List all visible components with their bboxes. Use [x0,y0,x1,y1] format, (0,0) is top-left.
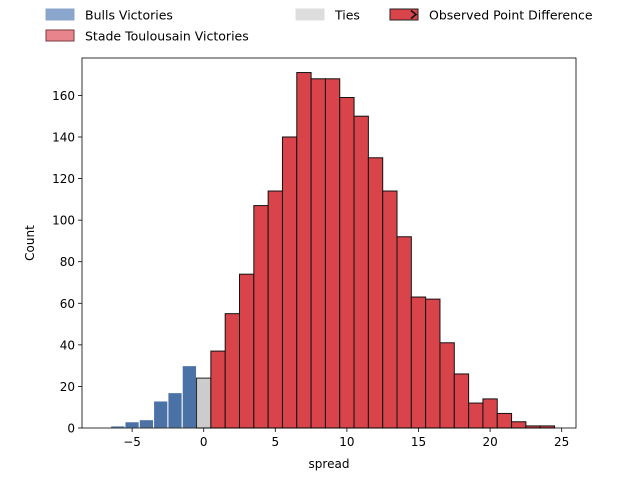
bar-stade-toulousain-victories-19 [482,398,498,429]
y-tick-label: 20 [60,380,75,394]
bar-stade-toulousain-victories-10 [353,115,369,429]
y-tick-label: 60 [60,297,75,311]
bar-bulls-victories-2 [138,419,155,429]
y-tick-label: 100 [52,214,75,228]
x-tick-label: 20 [482,435,497,449]
bar-stade-toulousain-victories-15 [425,298,441,429]
y-tick-label: 80 [60,255,75,269]
x-tick-label: 10 [339,435,354,449]
x-tick-label: 15 [411,435,426,449]
bar-stade-toulousain-victories-12 [382,190,398,429]
bar-stade-toulousain-victories-3 [253,205,269,429]
bar-stade-toulousain-victories-14 [410,296,427,429]
bar-stade-toulousain-victories-18 [468,402,484,429]
bar-bulls-victories-5 [181,365,198,429]
legend-label: Ties [334,8,360,23]
bar-stade-toulousain-victories-0 [210,350,226,429]
y-axis-label: Count [23,225,37,261]
histogram-bars [110,72,556,429]
bar-stade-toulousain-victories-20 [496,412,513,429]
bar-stade-toulousain-victories-9 [339,96,355,429]
bar-stade-toulousain-victories-16 [439,342,455,429]
x-axis-label: spread [309,457,350,471]
legend-swatch [389,8,419,21]
legend-swatch [295,8,325,21]
bar-stade-toulousain-victories-13 [396,236,412,429]
legend-marker-icon [410,9,418,20]
legend-swatch [45,29,75,42]
legend-label: Stade Toulousain Victories [85,29,249,44]
x-tick-label: −5 [123,435,141,449]
y-tick-label: 40 [60,338,75,352]
bar-stade-toulousain-victories-6 [296,72,312,429]
legend: Bulls Victories Stade Toulousain Victorie… [45,8,593,44]
bar-stade-toulousain-victories-17 [453,373,470,429]
bar-stade-toulousain-victories-2 [239,273,255,429]
legend-swatch [45,8,75,21]
y-tick-label: 0 [67,422,75,436]
x-tick-label: 25 [554,435,569,449]
y-tick-label: 140 [52,130,75,144]
bar-stade-toulousain-victories-21 [511,421,527,429]
bar-stade-toulousain-victories-5 [281,136,298,429]
bar-stade-toulousain-victories-4 [267,190,283,429]
x-tick-label: 0 [200,435,208,449]
y-tick-label: 120 [52,172,75,186]
bar-bulls-victories-1 [124,421,140,429]
legend-label: Bulls Victories [85,8,173,23]
bar-stade-toulousain-victories-7 [310,78,326,429]
y-tick-label: 160 [52,89,75,103]
bar-stade-toulousain-victories-8 [324,78,341,429]
plot-frame [81,57,577,429]
bar-bulls-victories-3 [153,400,169,429]
legend-label: Observed Point Difference [429,8,593,23]
y-axis: 0 20 40 60 80 100 120 140 160 [52,89,82,436]
bar-stade-toulousain-victories-11 [367,157,384,429]
x-axis: −5 0 5 10 15 20 25 [123,428,569,449]
bar-stade-toulousain-victories-1 [224,313,241,429]
bar-bulls-victories-4 [167,392,183,429]
bar-ties-0 [196,377,212,429]
x-tick-label: 5 [271,435,279,449]
